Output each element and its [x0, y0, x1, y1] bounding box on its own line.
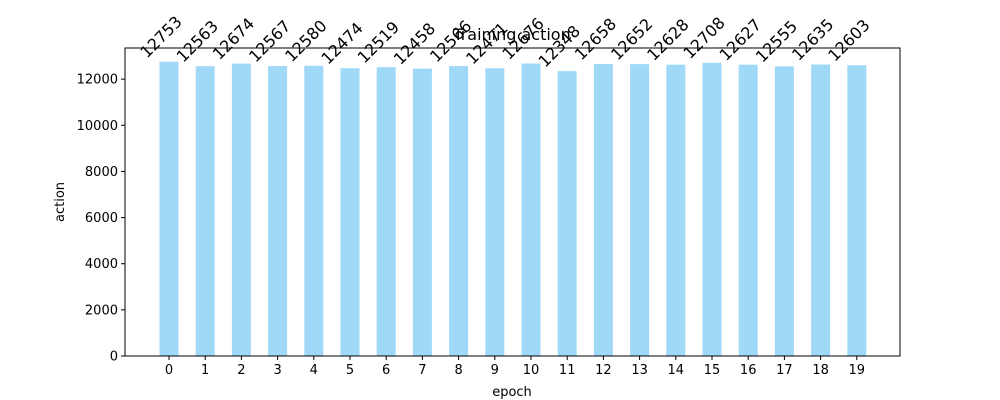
bar-6: [376, 67, 396, 357]
bar-11: [557, 71, 577, 356]
bar-8: [449, 66, 469, 356]
bar-14: [666, 64, 686, 356]
bar-1: [195, 66, 215, 356]
bar-16: [738, 64, 758, 356]
bar-10: [521, 63, 541, 357]
chart-title: Training action: [452, 25, 570, 44]
x-tick-label: 11: [559, 363, 576, 378]
x-tick-label: 18: [812, 363, 829, 378]
bar-7: [412, 68, 432, 357]
y-tick-label: 12000: [77, 73, 118, 88]
x-tick-label: 15: [704, 363, 721, 378]
x-tick-label: 12: [595, 363, 612, 378]
x-tick-label: 4: [310, 363, 318, 378]
bar-19: [847, 65, 867, 356]
bar-0: [159, 61, 179, 356]
bar-17: [774, 66, 794, 356]
x-tick-label: 14: [668, 363, 685, 378]
x-tick-label: 3: [273, 363, 281, 378]
bar-12: [593, 63, 613, 357]
y-tick-label: 2000: [85, 303, 118, 318]
x-tick-label: 2: [237, 363, 245, 378]
bar-18: [811, 64, 831, 356]
x-tick-label: 9: [491, 363, 499, 378]
x-tick-label: 1: [201, 363, 209, 378]
plot-frame: [124, 47, 901, 357]
x-tick-label: 7: [418, 363, 426, 378]
x-tick-label: 16: [740, 363, 757, 378]
bar-4: [304, 65, 324, 356]
bar-9: [485, 68, 505, 357]
bar-2: [231, 63, 251, 357]
y-tick-label: 8000: [85, 165, 118, 180]
y-tick-label: 10000: [77, 119, 118, 134]
x-tick-label: 5: [346, 363, 354, 378]
y-tick-label: 0: [110, 350, 118, 365]
x-axis: 0 1 2 3 4 5 6 7 8 9 10 11 12 13 14 15 16 17 18 19: [165, 356, 865, 378]
x-tick-label: 13: [631, 363, 648, 378]
x-axis-label: epoch: [492, 385, 532, 400]
x-tick-label: 6: [382, 363, 390, 378]
bar-5: [340, 68, 360, 357]
y-tick-label: 4000: [85, 257, 118, 272]
y-axis-label: action: [53, 182, 68, 222]
bar-15: [702, 62, 722, 357]
x-tick-label: 19: [849, 363, 866, 378]
x-tick-label: 17: [776, 363, 793, 378]
x-tick-label: 8: [454, 363, 462, 378]
y-axis: 0 2000 4000 6000 8000 10000 12000: [77, 73, 125, 365]
x-tick-label: 0: [165, 363, 173, 378]
bar-13: [630, 64, 650, 356]
bars-group: [159, 61, 867, 357]
y-tick-label: 6000: [85, 211, 118, 226]
x-tick-label: 10: [523, 363, 540, 378]
bar-3: [268, 66, 288, 356]
